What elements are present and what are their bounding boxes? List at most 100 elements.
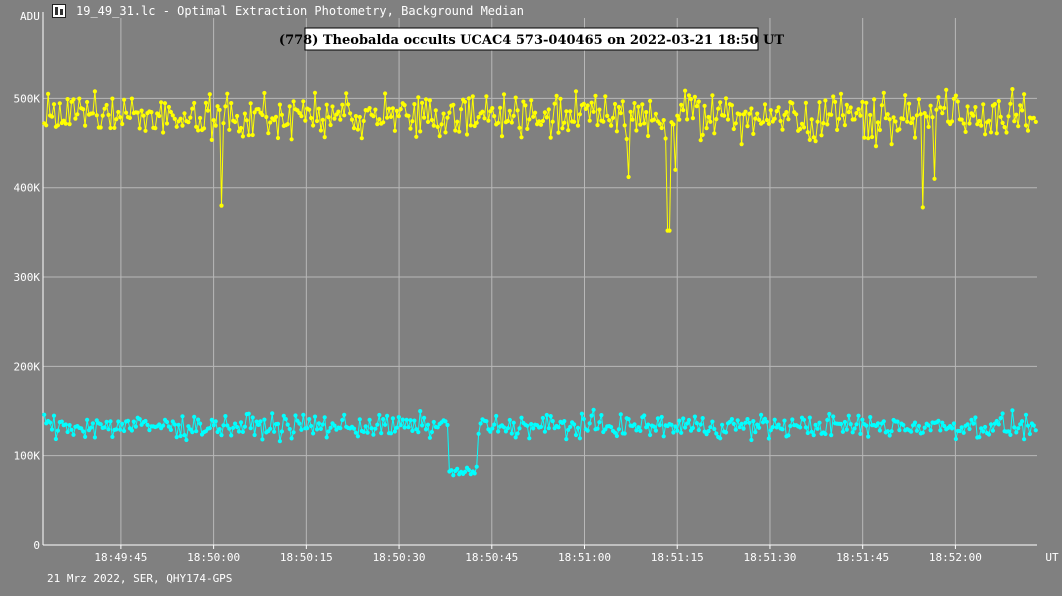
data-point [1031,115,1036,120]
data-point [805,430,810,436]
data-point [607,118,612,123]
data-point [240,429,245,434]
data-point [231,425,236,430]
data-point [466,96,471,101]
data-point [994,131,999,136]
data-point [258,419,263,424]
data-point [238,125,244,131]
data-point [774,109,779,114]
data-point [618,412,623,417]
data-point [162,101,168,106]
data-point [322,415,327,420]
data-point [854,422,859,427]
data-point [270,411,275,416]
data-point [651,424,657,429]
data-point [616,104,622,110]
data-point [790,101,795,106]
data-point [938,105,943,110]
data-point [396,114,401,119]
data-point [679,102,684,107]
data-point [98,125,103,130]
data-point [250,415,255,420]
data-point [809,117,814,122]
data-point [909,120,914,126]
data-point [755,111,760,116]
data-point [71,97,76,102]
data-point [922,425,927,430]
data-point [928,428,933,433]
data-point [468,123,473,128]
data-point [219,203,224,208]
data-point [211,118,216,123]
data-point [529,422,534,427]
data-point [840,113,846,118]
data-point [550,119,555,124]
data-point [326,429,331,434]
data-point [955,99,960,104]
data-point [367,417,372,422]
data-point [106,112,111,117]
data-point [451,102,456,107]
data-point [854,111,859,116]
data-point [464,132,470,137]
data-point [998,416,1003,421]
data-point [457,129,462,134]
data-point [287,426,292,432]
data-point [640,102,645,107]
data-point [862,135,867,140]
lightcurve-app-icon[interactable] [52,4,66,18]
data-point [749,437,754,443]
data-point [912,420,918,425]
data-point [260,437,265,442]
data-point [786,117,791,122]
data-point [404,417,409,422]
data-point [451,473,456,478]
data-point [65,97,70,102]
data-point [803,425,809,430]
data-point [905,119,910,124]
data-point [1018,422,1023,427]
data-point [476,115,481,120]
data-point [178,433,183,439]
data-point [213,123,218,128]
y-tick-label: 400K [14,182,41,195]
data-point [782,418,787,423]
data-point [688,97,694,102]
data-point [595,123,600,128]
data-point [681,416,686,421]
data-point [562,419,567,424]
data-point [591,109,596,114]
data-point [194,429,199,434]
data-point [422,415,427,420]
data-point [135,110,140,115]
data-point [603,94,608,99]
y-tick-label: 200K [14,360,41,373]
data-point [498,105,503,110]
data-point [928,103,933,108]
data-point [731,421,736,426]
data-point [673,167,678,172]
data-point [260,112,265,118]
data-point [866,136,871,141]
data-point [307,107,312,112]
data-point [215,104,220,109]
data-point [560,126,565,131]
data-point [548,414,553,419]
data-point [459,107,464,112]
data-point [131,419,136,424]
data-point [1023,123,1029,128]
data-point [505,118,510,124]
data-point [809,429,814,434]
data-point [714,117,719,122]
data-point [601,119,606,124]
data-point [838,91,844,96]
data-point [412,102,417,107]
data-point [801,417,807,422]
data-point [207,92,212,97]
data-point [725,117,731,122]
data-point [757,425,762,430]
data-point [289,137,294,142]
data-point [369,426,374,431]
data-point [227,127,232,132]
